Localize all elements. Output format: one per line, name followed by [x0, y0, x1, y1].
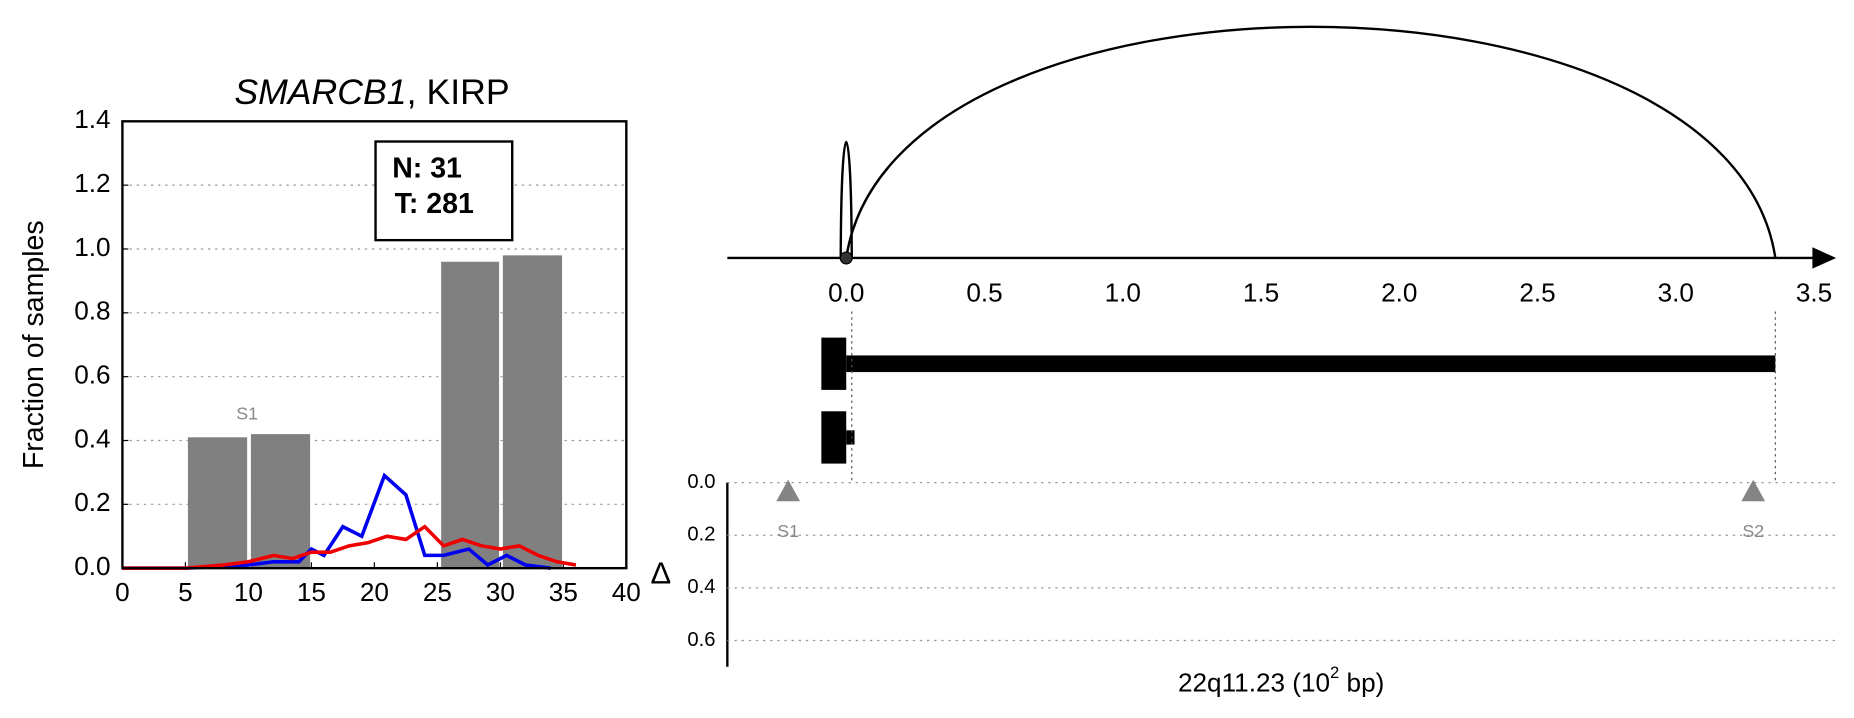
title-gene: SMARCB1	[234, 73, 406, 113]
y-tick-label: 0.6	[687, 629, 715, 651]
x-label-superscript: 2	[1330, 663, 1339, 682]
marker-label: S2	[1742, 521, 1764, 541]
bar	[502, 255, 563, 569]
line-series	[122, 524, 577, 570]
count-label: T: 281	[395, 188, 474, 220]
y-tick-label: 0.2	[687, 524, 715, 546]
y-axis-label: Fraction of samples	[18, 220, 50, 469]
bar	[441, 261, 500, 569]
x-label-part: 22q11.23 (10	[1178, 668, 1330, 698]
x-tick-label: 10	[234, 577, 263, 607]
delta-axis-label: Δ	[650, 555, 671, 590]
track-line	[846, 430, 855, 445]
count-label: N: 31	[392, 153, 462, 185]
track-block	[821, 411, 847, 464]
y-tick-label: 0.0	[74, 551, 110, 581]
marker	[776, 479, 801, 502]
x-tick-label: 15	[297, 577, 326, 607]
x-tick-label: 3.0	[1658, 278, 1694, 308]
y-tick-label: 1.4	[74, 104, 110, 134]
x-tick-label: 2.5	[1519, 278, 1555, 308]
line-series	[122, 472, 551, 570]
track-line	[846, 355, 1776, 373]
bar	[250, 434, 311, 569]
x-tick-label: 30	[486, 577, 515, 607]
x-axis-arrow	[1812, 247, 1837, 269]
count-box	[374, 140, 514, 242]
x-tick-label: 20	[360, 577, 389, 607]
arc	[845, 25, 1777, 259]
x-tick-label: 25	[423, 577, 452, 607]
x-tick-label: 0.5	[966, 278, 1002, 308]
x-axis-label: 22q11.23 (102 bp)	[1178, 663, 1384, 697]
x-tick-label: 35	[549, 577, 578, 607]
x-tick-label: 40	[612, 577, 641, 607]
plot-frame	[121, 120, 628, 570]
x-tick-label: 3.5	[1796, 278, 1832, 308]
y-tick-label: 0.4	[74, 423, 110, 453]
x-tick-label: 0	[115, 577, 130, 607]
x-label-part: bp)	[1339, 668, 1384, 698]
y-tick-label: 0.2	[74, 487, 110, 517]
y-tick-label: 0.6	[74, 360, 110, 390]
y-tick-label: 1.0	[74, 232, 110, 262]
bar	[187, 437, 248, 569]
origin-dot	[839, 251, 853, 265]
x-tick-label: 1.5	[1243, 278, 1279, 308]
marker-label: S1	[777, 521, 799, 541]
y-tick-label: 1.2	[74, 168, 110, 198]
x-tick-label: 2.0	[1381, 278, 1417, 308]
track-block	[821, 337, 847, 390]
annotation: S1	[236, 404, 258, 424]
marker	[1741, 479, 1766, 502]
x-tick-label: 0.0	[828, 278, 864, 308]
y-tick-label: 0.8	[74, 296, 110, 326]
chart-title: SMARCB1, KIRP	[234, 73, 509, 113]
title-cohort: , KIRP	[407, 73, 510, 113]
y-tick-label: 0.4	[687, 576, 715, 598]
y-tick-label: 0.0	[687, 471, 715, 493]
x-tick-label: 5	[178, 577, 193, 607]
arc	[839, 140, 853, 258]
x-tick-label: 1.0	[1105, 278, 1141, 308]
